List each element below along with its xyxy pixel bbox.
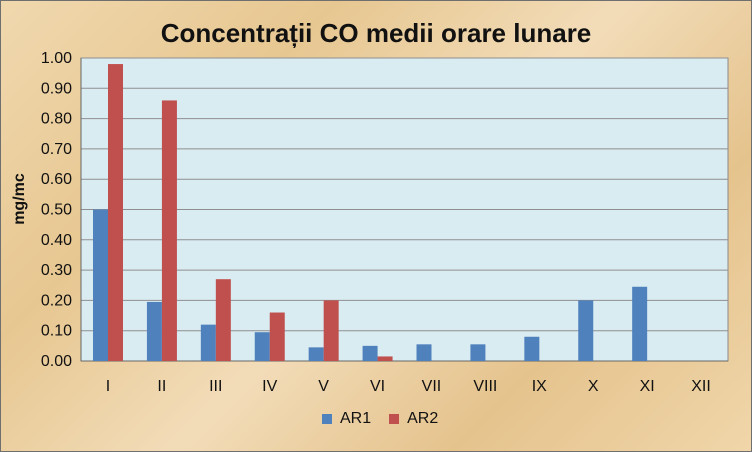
y-tick-label-7: 0.70 (41, 141, 72, 158)
y-tick-label-3: 0.30 (41, 262, 72, 279)
bar-ar1-iii (200, 324, 216, 361)
x-tick-label-0: I (106, 378, 110, 395)
y-tick-label-8: 0.80 (41, 111, 72, 128)
bar-ar1-x (578, 300, 594, 361)
bar-ar1-v (308, 347, 324, 361)
x-tick-label-10: XI (640, 378, 655, 395)
x-tick-label-11: XII (691, 378, 711, 395)
x-tick-label-5: VI (370, 378, 385, 395)
bar-ar1-vii (416, 344, 432, 361)
bar-ar1-vi (362, 345, 378, 361)
y-tick-label-9: 0.90 (41, 80, 72, 97)
bar-ar1-xi (632, 286, 648, 361)
legend-swatch-ar1 (322, 414, 332, 424)
y-tick-label-5: 0.50 (41, 202, 72, 219)
legend-swatch-ar2 (389, 414, 400, 424)
x-tick-label-2: III (209, 378, 222, 395)
y-tick-label-0: 0.00 (41, 353, 72, 370)
bar-ar2-vi (377, 356, 393, 361)
bar-ar1-ii (146, 301, 162, 361)
legend: AR1 AR2 (322, 410, 438, 428)
bar-ar2-iv (269, 312, 285, 361)
legend-label-ar2: AR2 (407, 410, 439, 427)
y-tick-label-1: 0.10 (41, 323, 72, 340)
legend-label-ar1: AR1 (340, 410, 372, 427)
bar-ar1-i (93, 209, 108, 361)
bar-ar2-v (323, 300, 339, 361)
x-tick-label-7: VIII (473, 378, 497, 395)
x-tick-label-9: X (588, 378, 599, 395)
x-tick-label-8: IX (532, 378, 547, 395)
bar-ar1-ix (524, 336, 540, 361)
legend-item-ar2: AR2 (389, 410, 438, 428)
y-tick-label-4: 0.40 (41, 232, 72, 249)
bar-ar1-viii (470, 344, 486, 361)
y-tick-label-6: 0.60 (41, 171, 72, 188)
legend-item-ar1: AR1 (322, 410, 371, 428)
y-tick-label-2: 0.20 (41, 292, 72, 309)
bar-ar2-ii (161, 100, 177, 362)
y-tick-label-10: 1.00 (41, 50, 72, 67)
bar-ar2-iii (215, 279, 231, 361)
x-tick-label-6: VII (422, 378, 442, 395)
bar-ar1-iv (254, 332, 270, 361)
x-tick-label-1: II (157, 378, 166, 395)
bar-ar2-i (108, 64, 123, 361)
chart-title: Concentrații CO medii orare lunare (160, 18, 592, 48)
x-tick-label-4: V (318, 378, 329, 395)
x-tick-label-3: IV (262, 378, 277, 395)
